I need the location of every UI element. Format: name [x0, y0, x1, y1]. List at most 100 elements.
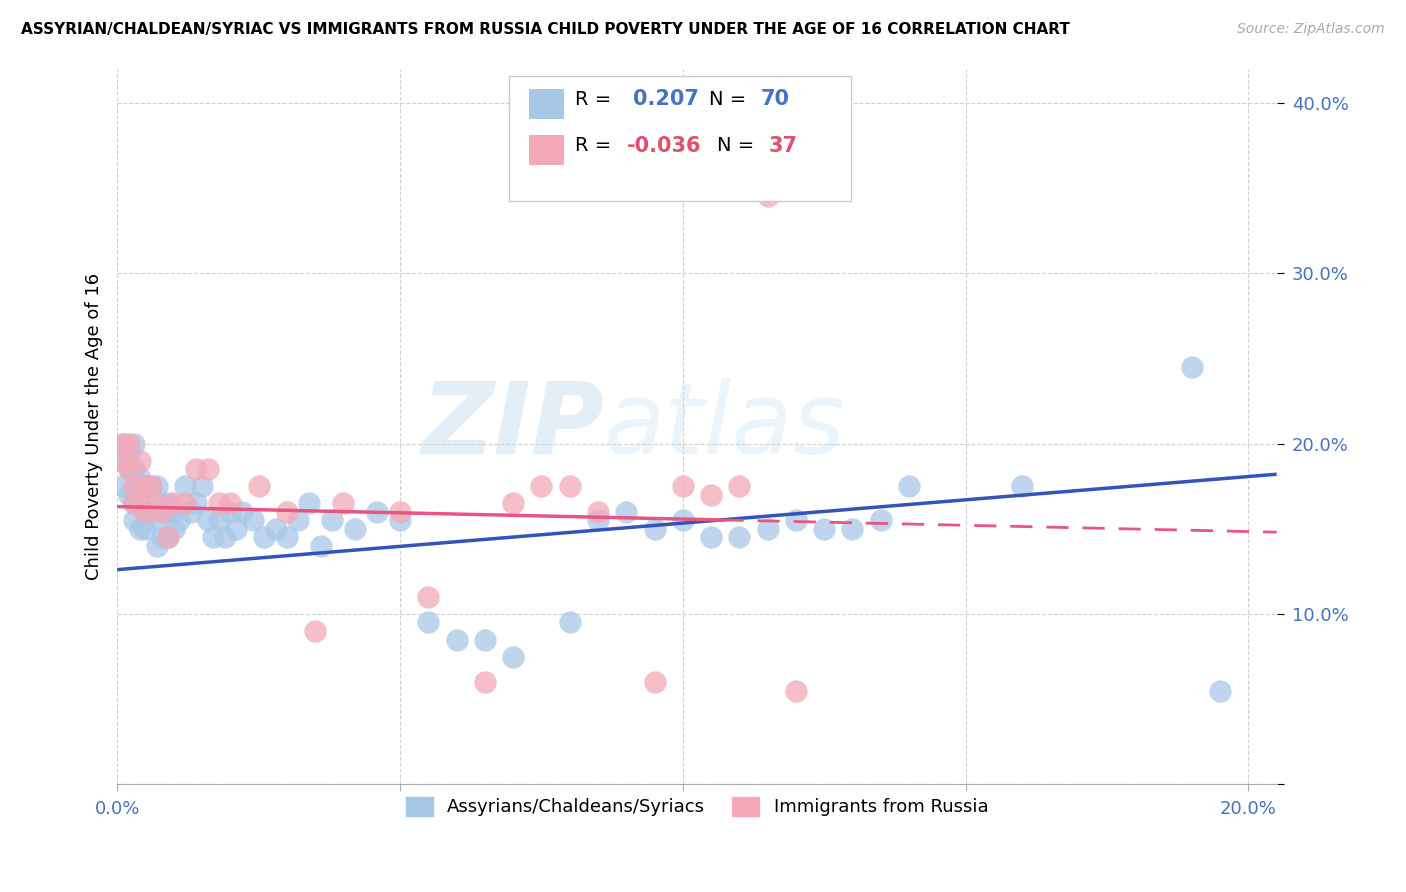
Text: 37: 37 — [769, 136, 797, 156]
Text: N =: N = — [709, 90, 752, 109]
Point — [208, 513, 231, 527]
Point — [117, 445, 139, 459]
Point — [122, 479, 145, 493]
Point — [139, 479, 162, 493]
Point — [728, 530, 751, 544]
Point — [128, 496, 150, 510]
Legend: Assyrians/Chaldeans/Syriacs, Immigrants from Russia: Assyrians/Chaldeans/Syriacs, Immigrants … — [396, 789, 997, 825]
Point — [152, 505, 174, 519]
Point — [111, 479, 134, 493]
Point — [122, 513, 145, 527]
Text: Source: ZipAtlas.com: Source: ZipAtlas.com — [1237, 22, 1385, 37]
Point — [146, 479, 169, 493]
Point — [644, 522, 666, 536]
Point — [186, 462, 208, 476]
Point — [128, 470, 150, 484]
Point — [276, 505, 298, 519]
Text: N =: N = — [717, 136, 761, 155]
Point — [111, 436, 134, 450]
Point — [586, 513, 609, 527]
Text: atlas: atlas — [605, 378, 846, 475]
Point — [418, 590, 440, 604]
Point — [1209, 683, 1232, 698]
Point — [134, 479, 156, 493]
Point — [139, 505, 162, 519]
Point — [558, 479, 581, 493]
Point — [309, 539, 332, 553]
Point — [343, 522, 366, 536]
Point — [122, 496, 145, 510]
Point — [214, 530, 236, 544]
Point — [813, 522, 835, 536]
Point — [756, 189, 779, 203]
Point — [134, 505, 156, 519]
Point — [785, 683, 807, 698]
Point — [785, 513, 807, 527]
Point — [174, 479, 197, 493]
Point — [169, 513, 191, 527]
Point — [152, 530, 174, 544]
Point — [157, 496, 180, 510]
Point — [388, 513, 411, 527]
Point — [644, 675, 666, 690]
Y-axis label: Child Poverty Under the Age of 16: Child Poverty Under the Age of 16 — [86, 273, 103, 580]
Point — [122, 436, 145, 450]
Bar — [529, 88, 564, 119]
Point — [128, 522, 150, 536]
Point — [231, 505, 253, 519]
Point — [253, 530, 276, 544]
Point — [446, 632, 468, 647]
Point — [474, 632, 496, 647]
Text: ZIP: ZIP — [422, 378, 605, 475]
Point — [304, 624, 326, 638]
Text: R =: R = — [575, 136, 617, 155]
Point — [117, 436, 139, 450]
Point — [225, 522, 247, 536]
Point — [700, 488, 723, 502]
Text: -0.036: -0.036 — [627, 136, 702, 156]
Point — [122, 462, 145, 476]
Point — [502, 496, 524, 510]
Point — [219, 496, 242, 510]
Point — [180, 505, 202, 519]
Point — [146, 513, 169, 527]
Text: 0.207: 0.207 — [633, 89, 699, 110]
Point — [841, 522, 863, 536]
Point — [219, 505, 242, 519]
Point — [134, 522, 156, 536]
Point — [117, 488, 139, 502]
Point — [122, 496, 145, 510]
Text: 70: 70 — [761, 89, 790, 110]
Point — [672, 479, 695, 493]
Point — [202, 530, 225, 544]
Point — [139, 479, 162, 493]
Point — [134, 479, 156, 493]
Point — [186, 496, 208, 510]
Point — [898, 479, 921, 493]
Point — [174, 496, 197, 510]
Point — [366, 505, 388, 519]
Point — [117, 462, 139, 476]
Point — [332, 496, 354, 510]
Point — [502, 649, 524, 664]
Point — [1011, 479, 1033, 493]
Point — [672, 513, 695, 527]
Point — [388, 505, 411, 519]
Bar — [529, 135, 564, 165]
Point — [242, 513, 264, 527]
Point — [700, 530, 723, 544]
FancyBboxPatch shape — [509, 76, 851, 201]
Point — [197, 513, 219, 527]
Text: R =: R = — [575, 90, 617, 109]
Point — [146, 496, 169, 510]
Point — [264, 522, 287, 536]
Point — [298, 496, 321, 510]
Point — [586, 505, 609, 519]
Point — [197, 462, 219, 476]
Point — [128, 453, 150, 467]
Point — [247, 479, 270, 493]
Point — [117, 462, 139, 476]
Point — [157, 530, 180, 544]
Point — [128, 496, 150, 510]
Point — [163, 496, 186, 510]
